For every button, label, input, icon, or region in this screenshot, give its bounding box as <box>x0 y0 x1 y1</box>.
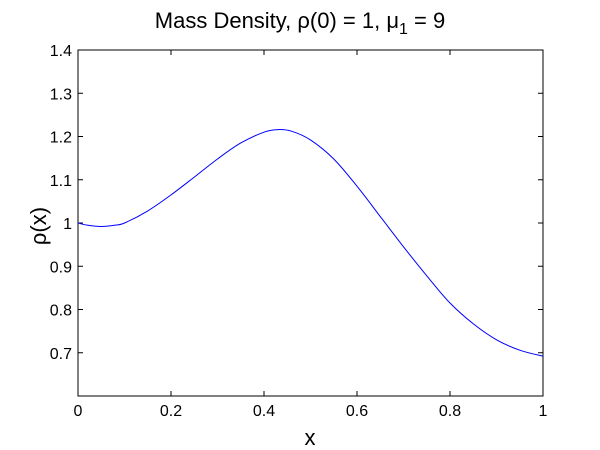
y-tick-label: 1.2 <box>50 130 72 147</box>
x-tick-label: 0.4 <box>253 403 275 420</box>
plot-frame <box>77 49 544 397</box>
series-layer <box>77 129 544 357</box>
y-tick-label: 0.7 <box>50 346 72 363</box>
x-tick-label: 0.2 <box>160 403 182 420</box>
y-tick-label: 1.3 <box>50 86 72 103</box>
x-axis-label: x <box>305 425 316 450</box>
ticks-layer: 0 0.2 0.4 0.6 0.8 1 0.7 0.8 0.9 1 1.1 1.2 1.3 1.4 <box>50 43 548 420</box>
y-tick-label: 1.1 <box>50 173 72 190</box>
title-mu-subscript: 1 <box>399 21 408 38</box>
title-rho-symbol: ρ <box>297 8 310 33</box>
y-tick-label: 0.8 <box>50 303 72 320</box>
x-tick-label: 1 <box>539 403 548 420</box>
chart-title: Mass Density, ρ(0) = 1, μ1 = 9 <box>155 8 445 38</box>
y-tick-label: 1 <box>63 216 72 233</box>
density-curve <box>77 129 544 357</box>
y-tick-label: 1.4 <box>50 43 72 60</box>
title-mu-symbol: μ <box>386 8 399 33</box>
x-tick-label: 0.6 <box>346 403 368 420</box>
x-tick-label: 0.8 <box>439 403 461 420</box>
y-axis-label: ρ(x) <box>26 207 51 245</box>
x-tick-label: 0 <box>74 403 83 420</box>
y-tick-label: 0.9 <box>50 259 72 276</box>
